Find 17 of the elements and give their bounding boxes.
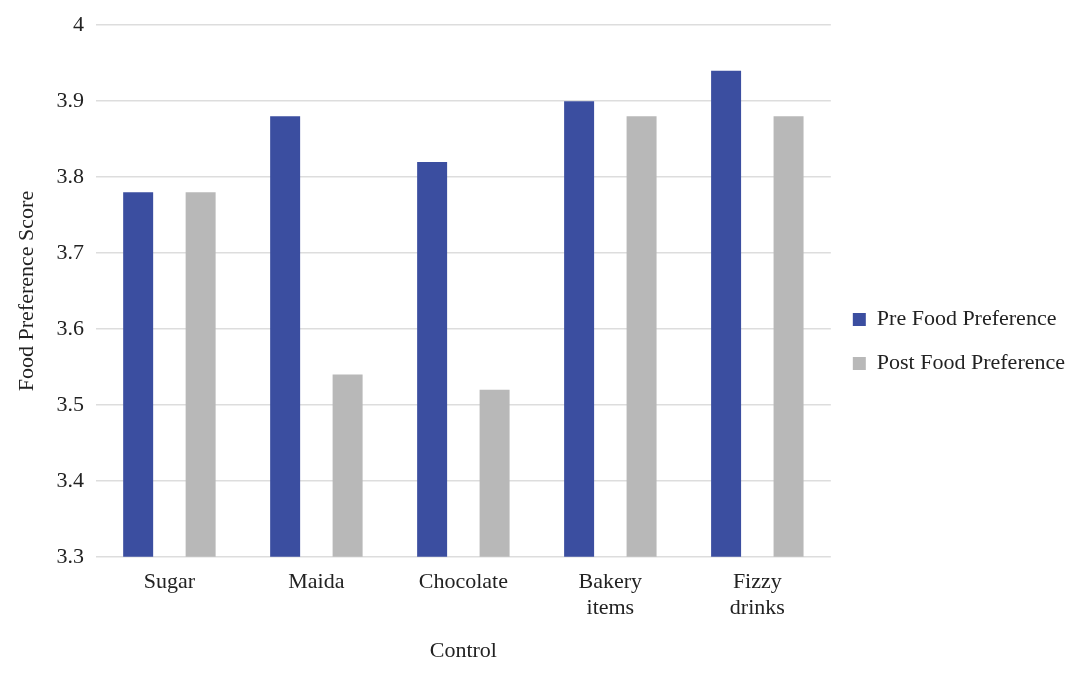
legend-label: Post Food Preference (876, 349, 1066, 375)
x-tick-label: Fizzy drinks (729, 567, 785, 620)
y-tick-label: 3.3 (56, 542, 84, 568)
y-tick-label: 3.5 (56, 390, 84, 416)
legend-label: Pre Food Preference (876, 305, 1057, 331)
x-tick-label: Maida (288, 567, 345, 593)
x-axis-title: Control (429, 636, 497, 662)
x-tick-label: Bakery items (578, 567, 643, 620)
x-tick-label: Chocolate (418, 567, 508, 593)
y-tick-label: 3.7 (56, 238, 84, 264)
y-tick-label: 3.9 (56, 86, 84, 112)
x-tick-label: Sugar (143, 567, 196, 593)
y-tick-label: 3.4 (56, 466, 84, 492)
y-tick-label: 3.6 (56, 314, 84, 340)
y-tick-label: 4 (72, 10, 84, 36)
y-tick-label: 3.8 (56, 162, 84, 188)
y-axis-title: Food Preference Score (12, 190, 38, 392)
